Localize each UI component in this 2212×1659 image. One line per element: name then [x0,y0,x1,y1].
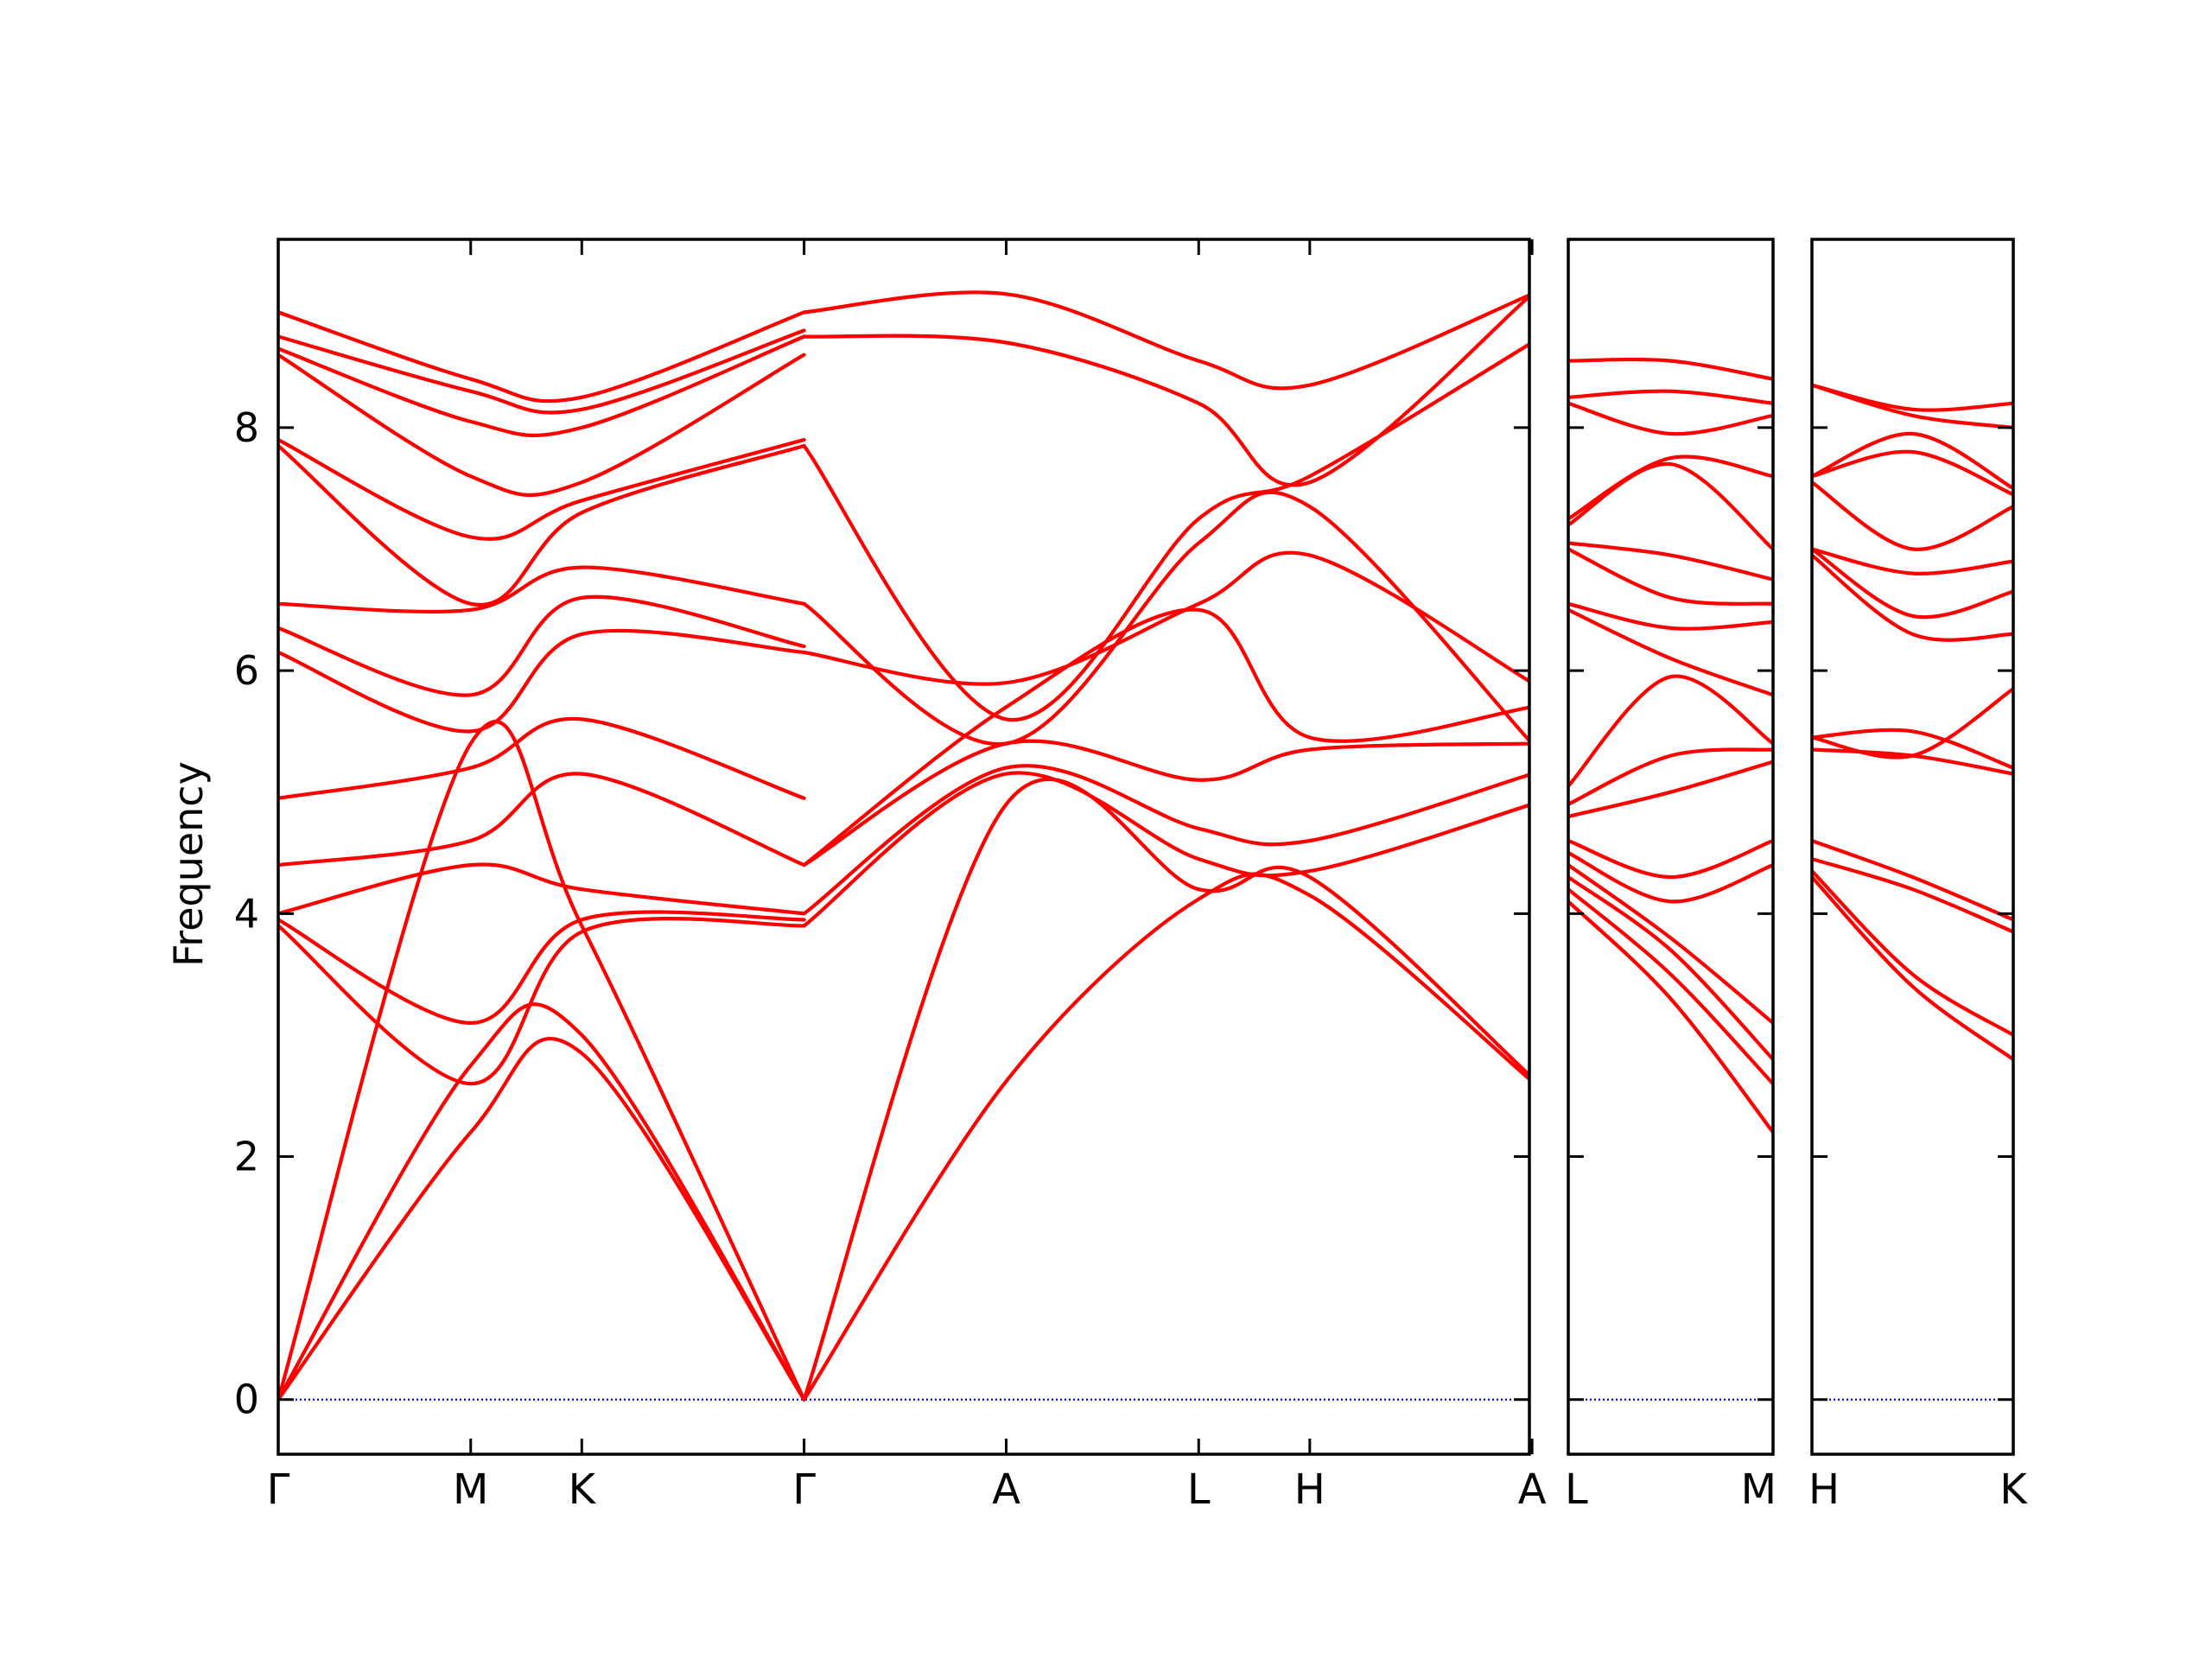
band-line [278,1002,806,1402]
band-line [1812,869,2013,1037]
band-line [1568,899,1773,1135]
band-line [278,628,806,734]
band-line [278,716,806,800]
band-line [802,777,1529,1402]
band-line [1812,875,2013,1062]
y-tick-labels: 0 2 4 6 8 [234,404,259,1423]
y-tick-label: 8 [234,404,259,451]
band-line [1568,760,1773,818]
y-tick-label: 4 [234,890,259,937]
band-line [802,607,1529,868]
band-line [1568,357,1773,381]
band-line [1568,863,1773,1025]
band-line [278,437,806,541]
band-line [1568,389,1773,405]
band-line [1568,674,1773,788]
band-group [278,290,1529,1402]
band-line [1812,547,2013,575]
band-line [1568,401,1773,436]
band-line [278,565,806,614]
band-line [278,334,806,437]
axes-frame [1567,238,1775,1456]
band-line [278,1037,806,1402]
band-line [278,720,806,1402]
band-line [802,490,1529,747]
band-line [1568,875,1773,1062]
band-line [1568,541,1773,582]
y-tick-label: 6 [234,647,259,694]
band-line [802,550,1529,686]
band-line [278,917,806,1086]
band-line [278,594,806,697]
band-line [802,764,1529,916]
x-tick-label: L [1187,1465,1211,1514]
band-line [278,443,806,607]
band-line [1568,887,1773,1086]
band-line [1568,850,1773,904]
band-line [1568,547,1773,606]
x-tick-label: A [1518,1465,1547,1514]
y-axis-label: Frequency [165,761,212,967]
band-line [1568,461,1773,551]
x-tick-label: M [453,1465,488,1514]
x-tick-label: H [1808,1465,1840,1514]
band-line [278,910,806,1025]
band-line [802,739,1529,868]
band-line [1568,838,1773,880]
band-line [802,771,1529,928]
x-tick-label: L [1565,1465,1588,1514]
band-line [278,310,806,404]
x-tick-label: K [569,1465,597,1514]
band-line [278,772,806,868]
band-group [1812,383,2013,1062]
y-tick-label: 2 [234,1134,259,1180]
band-line [1812,728,2013,770]
band-line [802,872,1529,1402]
band-line [1812,553,2013,642]
band-line [1812,449,2013,497]
band-line [1568,607,1773,697]
band-line [1568,747,1773,806]
band-line [1812,480,2013,551]
x-tick-label: Γ [267,1465,290,1514]
band-line [1812,687,2013,760]
band-line [802,294,1529,487]
x-tick-label: H [1294,1465,1325,1514]
band-line [278,353,806,498]
band-line [1812,547,2013,620]
band-line [1568,601,1773,631]
band-line [278,328,806,415]
band-line [278,862,806,916]
x-tick-label: M [1741,1465,1777,1514]
band-line [1812,431,2013,491]
band-line [1568,454,1773,521]
x-tick-label: Γ [792,1465,816,1514]
axes-frame [1810,238,2015,1456]
axes-frame [276,238,1531,1456]
band-line [802,290,1529,391]
band-line [1812,383,2013,412]
band-group [1568,357,1773,1135]
x-tick-label: A [992,1465,1020,1514]
x-tick-label: K [1999,1465,2028,1514]
band-line [1812,838,2013,922]
y-tick-label: 0 [234,1376,259,1423]
band-line [1812,857,2013,934]
